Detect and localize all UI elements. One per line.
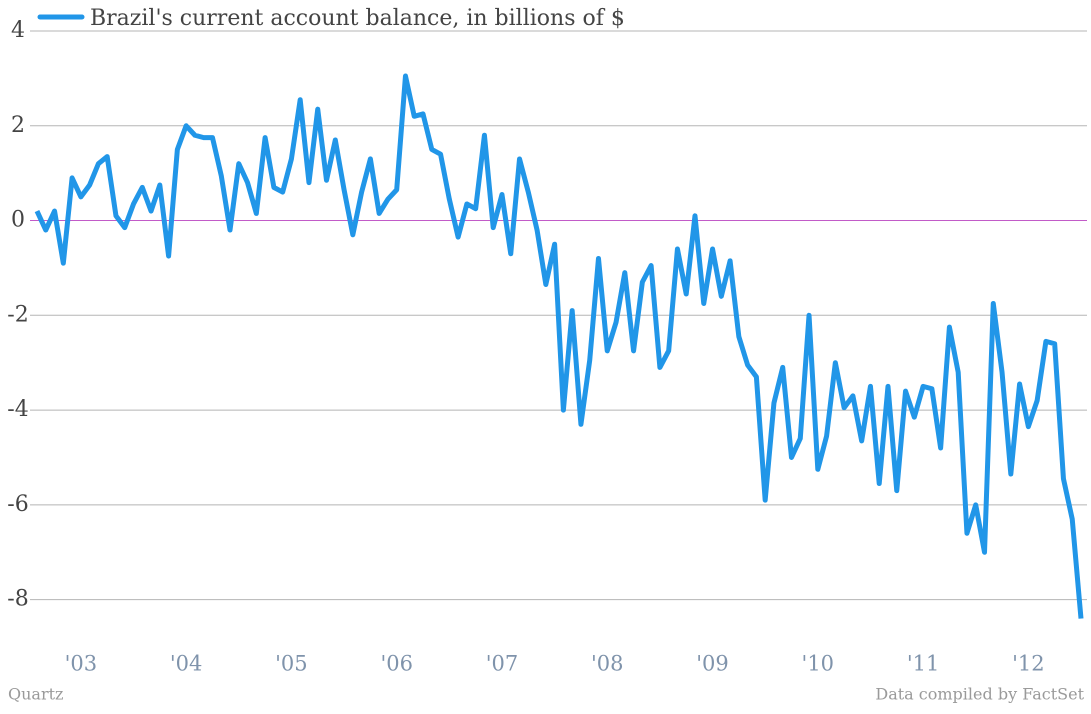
y-tick-label: -2 — [7, 302, 28, 327]
y-tick-label: 2 — [11, 113, 25, 138]
data-line — [34, 73, 1084, 619]
x-tick-label: '12 — [1012, 652, 1045, 676]
x-tick-label: '10 — [802, 652, 835, 676]
y-tick-label: 0 — [11, 208, 25, 233]
y-tick-label: -8 — [7, 587, 28, 612]
legend-label: Brazil's current account balance, in bil… — [90, 6, 625, 31]
y-tick-label: -6 — [7, 492, 28, 517]
x-tick-label: '03 — [65, 652, 98, 676]
source-left: Quartz — [8, 685, 63, 704]
x-tick-label: '06 — [380, 652, 413, 676]
x-tick-label: '04 — [170, 652, 203, 676]
y-tick-label: -4 — [7, 397, 28, 422]
y-tick-label: 4 — [11, 18, 25, 43]
x-tick-label: '08 — [591, 652, 624, 676]
source-right: Data compiled by FactSet — [875, 685, 1084, 704]
x-tick-label: '05 — [275, 652, 308, 676]
x-tick-label: '11 — [907, 652, 940, 676]
x-tick-label: '09 — [696, 652, 729, 676]
x-tick-label: '07 — [486, 652, 519, 676]
